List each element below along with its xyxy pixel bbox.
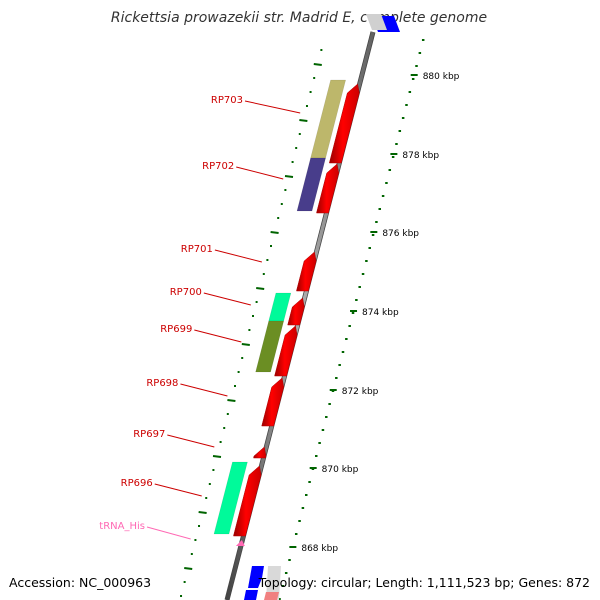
cds-arrow xyxy=(287,297,305,326)
gene-track xyxy=(233,83,360,546)
gc-tick xyxy=(256,287,265,290)
gene-label: RP703 xyxy=(211,95,243,106)
ruler-label: 872 kbp xyxy=(342,387,379,397)
cds-arrow xyxy=(233,465,262,537)
cog-box xyxy=(268,292,292,322)
gene-label: RP696 xyxy=(121,478,153,489)
label-leader xyxy=(146,526,191,540)
trna-feature xyxy=(235,540,245,546)
cds-arrow xyxy=(274,325,298,377)
gene-label: RP697 xyxy=(133,429,165,440)
label-leader xyxy=(194,329,242,343)
label-leader xyxy=(244,100,301,114)
gc-tick xyxy=(212,455,222,458)
gene-label: RP700 xyxy=(170,287,202,298)
gc-tick xyxy=(284,175,294,178)
cog-track xyxy=(213,79,346,535)
gc-tick xyxy=(313,63,322,66)
label-leader xyxy=(236,166,284,180)
label-leader xyxy=(214,249,263,263)
accession-text: Accession: NC_000963 xyxy=(9,575,151,590)
label-leader xyxy=(203,292,251,306)
gene-label: RP702 xyxy=(202,161,234,172)
gc-tick xyxy=(241,343,250,346)
gene-label: RP698 xyxy=(146,378,178,389)
cog-box xyxy=(255,320,285,373)
ruler-label: 868 kbp xyxy=(301,544,338,554)
gc-tick xyxy=(198,511,207,514)
ruler-label: 876 kbp xyxy=(382,229,419,239)
cds-arrow xyxy=(261,377,285,427)
genome-summary-text: Topology: circular; Length: 1,111,523 bp… xyxy=(258,575,590,590)
gene-label: RP701 xyxy=(181,244,213,255)
label-leader xyxy=(167,434,215,448)
map-title: Rickettsia prowazekii str. Madrid E, com… xyxy=(111,10,487,26)
gene-label: RP699 xyxy=(160,324,192,335)
edge-feature-bottom xyxy=(244,566,281,600)
gc-tick xyxy=(227,399,236,402)
edge-feature-top xyxy=(366,14,400,32)
sequence-ruler: 880 kbp 878 kbp 876 kbp 874 kbp 872 kbp 870 k… xyxy=(278,39,460,600)
ruler-label: 874 kbp xyxy=(362,308,399,318)
cds-arrow xyxy=(253,446,267,459)
gene-labels: RP703 RP702 RP701 RP700 RP699 RP698 RP697 RP696… xyxy=(99,95,301,540)
cds-arrow xyxy=(316,163,340,214)
ruler-label: 878 kbp xyxy=(402,151,439,161)
cds-arrow xyxy=(296,251,317,292)
cog-box xyxy=(213,461,248,535)
label-leader xyxy=(180,383,228,397)
label-leader xyxy=(154,483,202,497)
gc-tick xyxy=(270,231,279,234)
gene-label: tRNA_His xyxy=(99,521,145,532)
cds-arrow xyxy=(329,83,360,164)
cog-box xyxy=(296,157,326,212)
gc-tick xyxy=(299,119,308,122)
ruler-label: 880 kbp xyxy=(423,72,460,82)
gc-skew-track xyxy=(180,49,323,597)
gc-tick xyxy=(184,567,193,570)
ruler-label: 870 kbp xyxy=(322,465,359,475)
